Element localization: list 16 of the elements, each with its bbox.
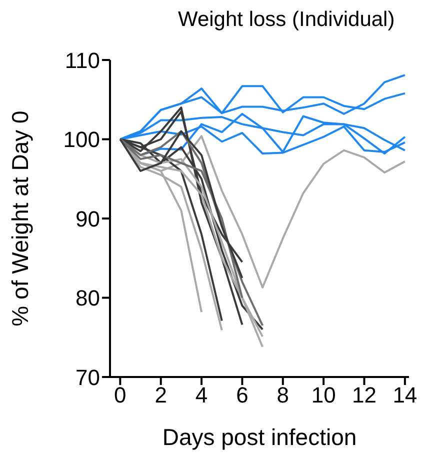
- y-axis-title: % of Weight at Day 0: [7, 110, 34, 326]
- y-tick-label: 80: [76, 286, 100, 311]
- x-tick-label: 12: [352, 382, 376, 408]
- x-tick-label: 2: [154, 382, 167, 408]
- x-tick-label: 10: [311, 382, 336, 408]
- y-tick-label: 100: [63, 127, 100, 152]
- y-tick-label: 70: [76, 364, 100, 390]
- x-tick-label: 4: [195, 382, 208, 408]
- x-tick-label: 6: [236, 382, 248, 408]
- x-tick-label: 8: [276, 382, 290, 408]
- y-tick-label: 90: [76, 206, 100, 232]
- y-tick-label: 110: [64, 48, 100, 73]
- x-tick-label: 0: [114, 382, 126, 408]
- x-axis-title: Days post infection: [162, 424, 357, 450]
- x-tick-label: 14: [392, 382, 418, 408]
- chart-title: Weight loss (Individual): [178, 8, 395, 32]
